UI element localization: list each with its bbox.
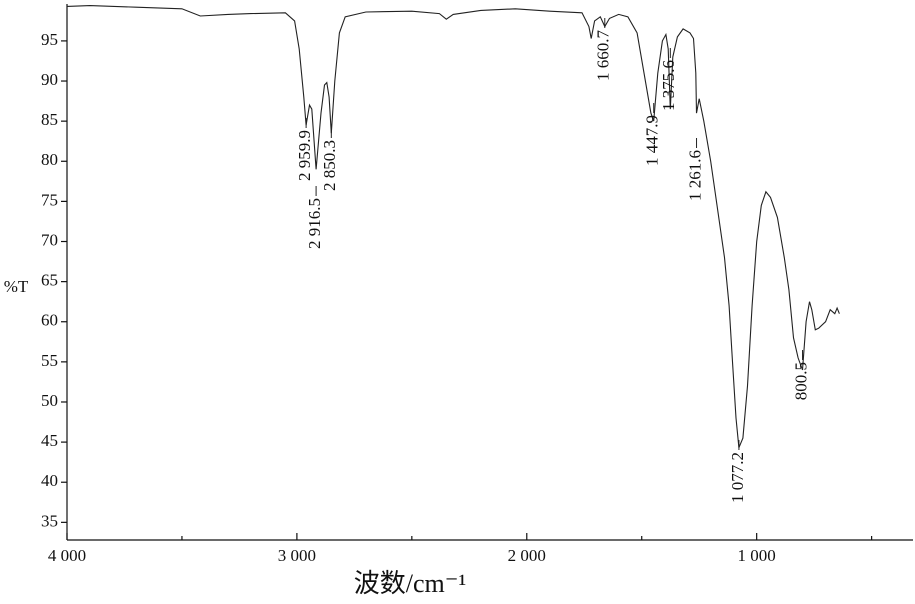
peak-label: 1 447.9 xyxy=(643,115,662,166)
y-tick-label: 45 xyxy=(41,431,58,450)
y-tick-label: 60 xyxy=(41,311,58,330)
x-tick-label: 4 000 xyxy=(48,546,86,565)
peak-label: 1 660.7 xyxy=(594,30,613,82)
y-tick-label: 40 xyxy=(41,471,58,490)
x-tick-label: 1 000 xyxy=(738,546,776,565)
y-tick-label: 80 xyxy=(41,150,58,169)
y-tick-label: 50 xyxy=(41,391,58,410)
y-tick-label: 70 xyxy=(41,230,58,249)
y-axis-label: %T xyxy=(4,277,29,296)
x-tick-label: 3 000 xyxy=(278,546,316,565)
peak-label: 800.5 xyxy=(791,362,810,400)
y-tick-label: 95 xyxy=(41,30,58,49)
peak-label: 2 916.5 xyxy=(305,198,324,249)
peak-label: 1 077.2 xyxy=(728,452,747,503)
y-tick-label: 35 xyxy=(41,511,58,530)
peak-label: 2 850.3 xyxy=(320,140,339,191)
x-axis-label: 波数/cm⁻¹ xyxy=(354,569,467,598)
peak-label: 1 375.6 xyxy=(659,60,678,111)
y-tick-label: 65 xyxy=(41,271,58,290)
spectrum-line xyxy=(66,5,840,448)
y-tick-label: 75 xyxy=(41,190,58,209)
y-tick-label: 90 xyxy=(41,70,58,89)
y-tick-label: 55 xyxy=(41,351,58,370)
peak-label: 2 959.9 xyxy=(295,130,314,181)
x-tick-label: 2 000 xyxy=(508,546,546,565)
peak-label: 1 261.6 xyxy=(685,150,704,201)
y-tick-label: 85 xyxy=(41,110,58,129)
